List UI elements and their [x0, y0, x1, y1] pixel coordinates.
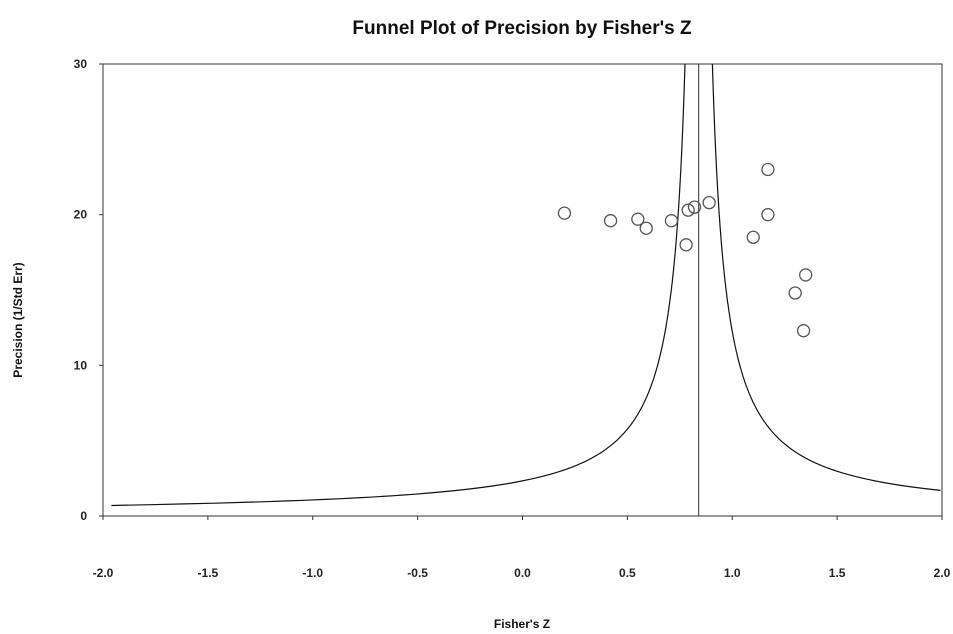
- data-point: [788, 286, 802, 300]
- chart-title: Funnel Plot of Precision by Fisher's Z: [352, 18, 692, 39]
- data-point: [796, 324, 811, 338]
- data-point: [681, 203, 695, 217]
- y-tick-label: 30: [74, 57, 88, 71]
- y-axis-label: Precision (1/Std Err): [11, 262, 25, 377]
- funnel-left-limit: [111, 64, 686, 507]
- x-axis-label: Fisher's Z: [494, 617, 550, 631]
- plot-area-frame: [102, 63, 943, 517]
- x-tick-label: -0.5: [407, 566, 428, 580]
- data-point: [746, 230, 760, 244]
- y-tick-label: 10: [74, 358, 88, 372]
- data-points: [557, 162, 813, 338]
- data-point: [639, 221, 653, 235]
- funnel-lines: [111, 64, 941, 516]
- data-point: [664, 214, 679, 228]
- x-tick-label: -2.0: [93, 566, 114, 580]
- x-tick-label: -1.0: [302, 566, 323, 580]
- data-point: [761, 162, 775, 177]
- funnel-right-limit: [711, 64, 941, 491]
- x-tick-label: 1.5: [829, 566, 846, 580]
- x-tick-label: 0.5: [619, 566, 636, 580]
- data-point: [761, 208, 775, 222]
- x-tick-label: 2.0: [934, 566, 951, 580]
- axis-ticks: -2.0 -1.5 -1.0 -0.5 0.0 0.5 1.0 1.5 2.0 0 10 20 30: [74, 57, 951, 580]
- y-tick-label: 20: [74, 208, 88, 222]
- x-tick-label: 1.0: [724, 566, 741, 580]
- x-tick-label: -1.5: [198, 566, 219, 580]
- data-point: [631, 212, 645, 226]
- data-point: [702, 195, 716, 210]
- y-tick-label: 0: [80, 509, 87, 523]
- data-point: [557, 206, 572, 220]
- x-tick-label: 0.0: [514, 566, 531, 580]
- data-point: [679, 238, 693, 252]
- data-point: [687, 200, 702, 214]
- data-point: [603, 214, 618, 228]
- data-point: [799, 268, 813, 282]
